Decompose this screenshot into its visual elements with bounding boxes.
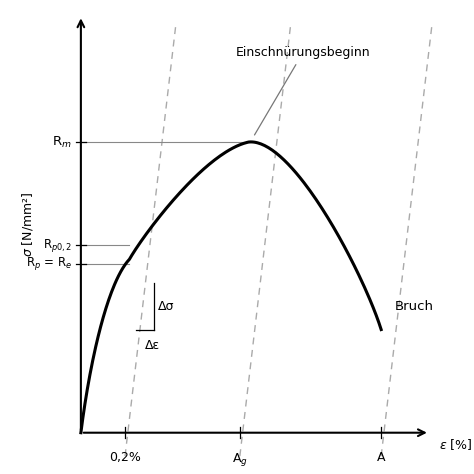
Text: Δε: Δε <box>145 339 160 352</box>
Text: 0,2%: 0,2% <box>109 451 141 465</box>
Text: A: A <box>377 451 385 465</box>
Text: R$_{p0,2}$: R$_{p0,2}$ <box>43 237 72 254</box>
Text: Bruch: Bruch <box>394 300 433 313</box>
Text: R$_m$: R$_m$ <box>52 135 72 150</box>
Text: $\varepsilon$ [%]: $\varepsilon$ [%] <box>438 438 472 452</box>
Text: Δσ: Δσ <box>158 300 174 313</box>
Text: $\sigma$ [N/mm²]: $\sigma$ [N/mm²] <box>20 191 36 257</box>
Text: R$_p$ = R$_e$: R$_p$ = R$_e$ <box>26 255 72 273</box>
Text: Einschnürungsbeginn: Einschnürungsbeginn <box>236 46 370 135</box>
Text: A$_g$: A$_g$ <box>232 451 248 468</box>
